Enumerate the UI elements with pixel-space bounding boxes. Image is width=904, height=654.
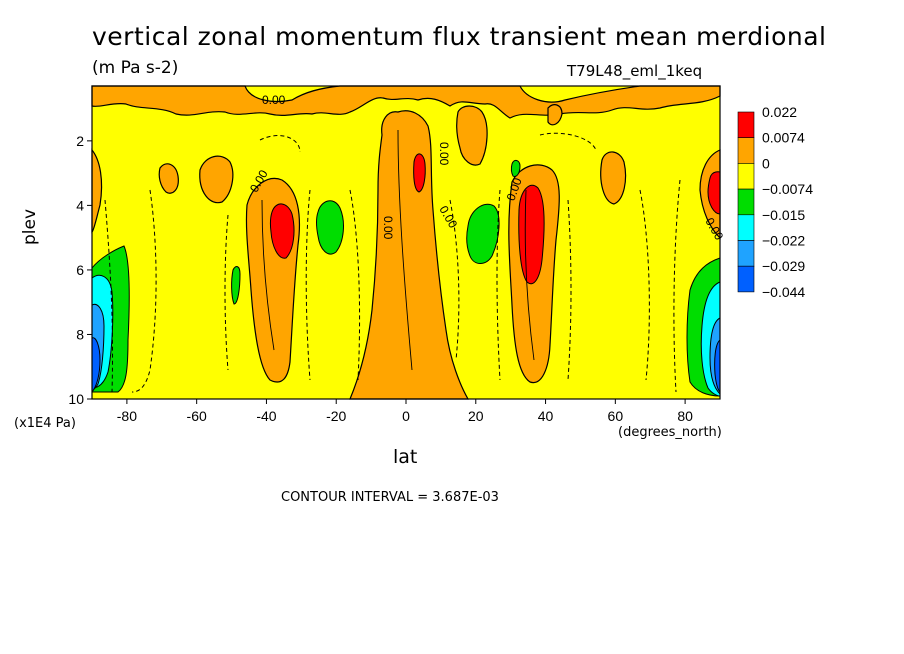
legend-level-label: 0.022: [762, 104, 797, 120]
x-units: (degrees_north): [618, 425, 722, 440]
y-tick-label: 4: [76, 197, 84, 213]
x-tick-label: -80: [117, 408, 137, 424]
legend-swatch: [737, 137, 755, 164]
legend-swatch: [737, 111, 755, 139]
legend-swatch: [737, 188, 755, 216]
min-nh-small: [510, 159, 521, 177]
dash-9: [673, 179, 681, 393]
legend-level-label: 0.0074: [762, 130, 805, 146]
legend-swatch: [737, 240, 755, 267]
legend-level-label: 0: [762, 155, 770, 171]
chart-title: vertical zonal momentum flux transient m…: [92, 22, 827, 51]
legend-level-label: −0.044: [762, 284, 805, 300]
legend-level-label: −0.0074: [762, 181, 813, 197]
x-tick-label: 40: [538, 408, 554, 424]
colorbar-legend: 0.022 0.0074 0 −0.0074 −0.015 −0.022 −0.029 −0.…: [737, 104, 813, 300]
region-cell-right: [456, 105, 488, 166]
legend-swatch: [737, 265, 755, 293]
solid-3: [524, 189, 535, 361]
dash-11: [539, 132, 597, 151]
min-sh: [316, 200, 344, 255]
y-tick-label: 8: [76, 326, 84, 342]
dash-3: [305, 189, 311, 381]
x-tick-label: 20: [468, 408, 484, 424]
region-cell-left: [158, 163, 179, 194]
x-tick-label: -60: [187, 408, 207, 424]
legend-level-label: −0.015: [762, 207, 805, 223]
solid-contours: [261, 129, 535, 371]
blue-minima: [91, 303, 721, 396]
max-east-edge: [707, 171, 721, 215]
chart-units: (m Pa s-2): [92, 58, 179, 78]
solid-1: [261, 199, 275, 351]
region-equator-column: [349, 110, 470, 400]
blue-west: [91, 337, 101, 394]
contour-label: 0.00: [262, 93, 286, 107]
contour-label: 0.00: [381, 216, 395, 240]
region-nh-upper: [600, 151, 627, 205]
contour-interval: CONTOUR INTERVAL = 3.687E-03: [281, 490, 499, 505]
dash-2: [224, 214, 229, 371]
x-tick-label: 60: [608, 408, 624, 424]
region-west-edge: [91, 148, 103, 234]
x-tick-label: 0: [402, 408, 410, 424]
region-cell-north: [547, 104, 563, 126]
dash-1: [131, 189, 157, 393]
dash-5: [449, 199, 460, 361]
x-tick-label: -40: [256, 408, 276, 424]
run-label: T79L48_eml_1keq: [567, 62, 703, 80]
y-axis: 2 4 6 8 10: [68, 133, 92, 407]
legend-level-label: −0.022: [762, 233, 805, 249]
y-scale-note: (x1E4 Pa): [14, 416, 76, 431]
x-axis: -80 -60 -40 -20 0 20 40 60 80: [117, 399, 693, 424]
y-tick-label: 2: [76, 133, 84, 149]
x-tick-label: -20: [326, 408, 346, 424]
region-sh-upper: [199, 155, 234, 204]
dash-7: [567, 199, 572, 381]
y-axis-label: plev: [20, 208, 40, 245]
dash-8: [639, 189, 650, 381]
x-tick-label: 80: [677, 408, 693, 424]
solid-2: [397, 129, 413, 371]
y-tick-label: 6: [76, 262, 84, 278]
max-equator: [413, 153, 426, 193]
max-nh: [518, 184, 545, 285]
dash-12: [104, 199, 114, 393]
legend-swatch: [737, 214, 755, 241]
contour-label: 0.00: [437, 142, 451, 166]
blue-east: [714, 338, 721, 394]
min-nh: [466, 203, 500, 264]
dash-10: [259, 135, 301, 153]
x-axis-label: lat: [393, 446, 418, 468]
region-top-band: [91, 85, 721, 119]
legend-swatch: [737, 163, 755, 190]
min-sh-thin: [231, 266, 241, 305]
max-sh: [269, 203, 295, 259]
legend-level-label: −0.029: [762, 258, 805, 274]
dash-4: [349, 189, 361, 381]
dash-6: [496, 189, 501, 381]
y-tick-label: 10: [68, 391, 84, 407]
dashed-contours: [104, 132, 681, 393]
